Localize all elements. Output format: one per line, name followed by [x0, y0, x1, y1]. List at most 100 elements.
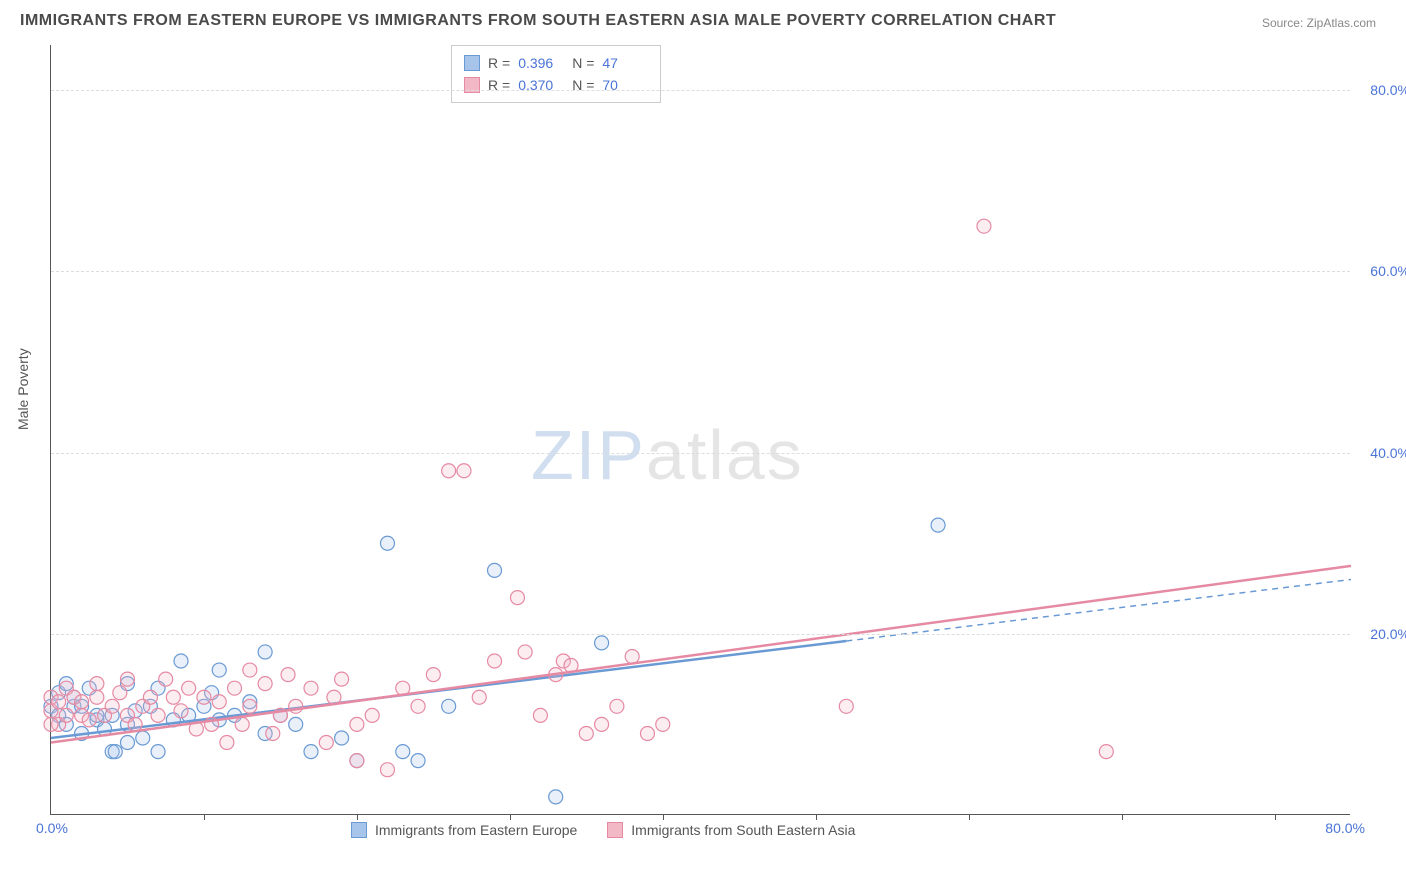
y-tick-label: 40.0%: [1355, 445, 1406, 461]
data-point: [488, 563, 502, 577]
n-value-1: 70: [602, 74, 648, 96]
data-point: [457, 464, 471, 478]
data-point: [197, 690, 211, 704]
data-point: [281, 668, 295, 682]
data-point: [90, 690, 104, 704]
data-point: [113, 686, 127, 700]
gridline: [51, 271, 1350, 272]
x-tick-max: 80.0%: [1325, 820, 1365, 836]
data-point: [166, 690, 180, 704]
x-tick-min: 0.0%: [36, 820, 68, 836]
x-tick-mark: [1122, 814, 1123, 820]
stats-row-1: R = 0.370 N = 70: [464, 74, 648, 96]
data-point: [235, 717, 249, 731]
trend-line-dashed: [846, 579, 1351, 641]
data-point: [365, 708, 379, 722]
y-tick-label: 80.0%: [1355, 82, 1406, 98]
data-point: [335, 672, 349, 686]
gridline: [51, 90, 1350, 91]
r-label: R =: [488, 52, 510, 74]
stats-row-0: R = 0.396 N = 47: [464, 52, 648, 74]
data-point: [174, 654, 188, 668]
x-tick-mark: [816, 814, 817, 820]
data-point: [90, 677, 104, 691]
x-tick-mark: [1275, 814, 1276, 820]
y-tick-label: 60.0%: [1355, 263, 1406, 279]
data-point: [151, 745, 165, 759]
data-point: [243, 699, 257, 713]
data-point: [510, 591, 524, 605]
data-point: [105, 699, 119, 713]
data-point: [82, 713, 96, 727]
data-point: [258, 645, 272, 659]
n-label: N =: [572, 52, 594, 74]
data-point: [625, 649, 639, 663]
data-point: [108, 745, 122, 759]
data-point: [44, 717, 58, 731]
data-point: [549, 790, 563, 804]
data-point: [488, 654, 502, 668]
x-tick-mark: [663, 814, 664, 820]
legend-label-0: Immigrants from Eastern Europe: [375, 822, 577, 838]
source-label: Source: ZipAtlas.com: [1262, 16, 1376, 30]
data-point: [595, 717, 609, 731]
data-point: [120, 736, 134, 750]
n-label: N =: [572, 74, 594, 96]
x-tick-mark: [510, 814, 511, 820]
gridline: [51, 634, 1350, 635]
n-value-0: 47: [602, 52, 648, 74]
scatter-plot: [51, 45, 1350, 814]
data-point: [380, 763, 394, 777]
r-label: R =: [488, 74, 510, 96]
data-point: [426, 668, 440, 682]
r-value-0: 0.396: [518, 52, 564, 74]
legend-label-1: Immigrants from South Eastern Asia: [631, 822, 855, 838]
data-point: [304, 681, 318, 695]
y-axis-label: Male Poverty: [15, 348, 31, 430]
data-point: [319, 736, 333, 750]
data-point: [977, 219, 991, 233]
legend-swatch-0: [351, 822, 367, 838]
trend-line: [51, 566, 1351, 743]
data-point: [350, 754, 364, 768]
data-point: [931, 518, 945, 532]
legend-swatch-1: [607, 822, 623, 838]
data-point: [258, 677, 272, 691]
chart-title: IMMIGRANTS FROM EASTERN EUROPE VS IMMIGR…: [20, 12, 1056, 30]
data-point: [228, 681, 242, 695]
data-point: [335, 731, 349, 745]
legend-item-0: Immigrants from Eastern Europe: [351, 822, 577, 838]
data-point: [151, 708, 165, 722]
stats-legend-box: R = 0.396 N = 47 R = 0.370 N = 70: [451, 45, 661, 103]
data-point: [442, 464, 456, 478]
data-point: [442, 699, 456, 713]
bottom-legend: Immigrants from Eastern Europe Immigrant…: [351, 822, 855, 838]
legend-item-1: Immigrants from South Eastern Asia: [607, 822, 855, 838]
data-point: [656, 717, 670, 731]
data-point: [182, 681, 196, 695]
x-tick-mark: [204, 814, 205, 820]
data-point: [75, 695, 89, 709]
r-value-1: 0.370: [518, 74, 564, 96]
y-tick-label: 20.0%: [1355, 626, 1406, 642]
data-point: [327, 690, 341, 704]
data-point: [174, 704, 188, 718]
data-point: [518, 645, 532, 659]
x-tick-mark: [969, 814, 970, 820]
data-point: [159, 672, 173, 686]
swatch-series-0: [464, 55, 480, 71]
data-point: [350, 717, 364, 731]
data-point: [120, 672, 134, 686]
data-point: [304, 745, 318, 759]
data-point: [212, 663, 226, 677]
data-point: [1099, 745, 1113, 759]
gridline: [51, 453, 1350, 454]
x-tick-mark: [357, 814, 358, 820]
data-point: [243, 663, 257, 677]
data-point: [220, 736, 234, 750]
data-point: [411, 754, 425, 768]
data-point: [396, 745, 410, 759]
data-point: [839, 699, 853, 713]
data-point: [143, 690, 157, 704]
data-point: [610, 699, 624, 713]
